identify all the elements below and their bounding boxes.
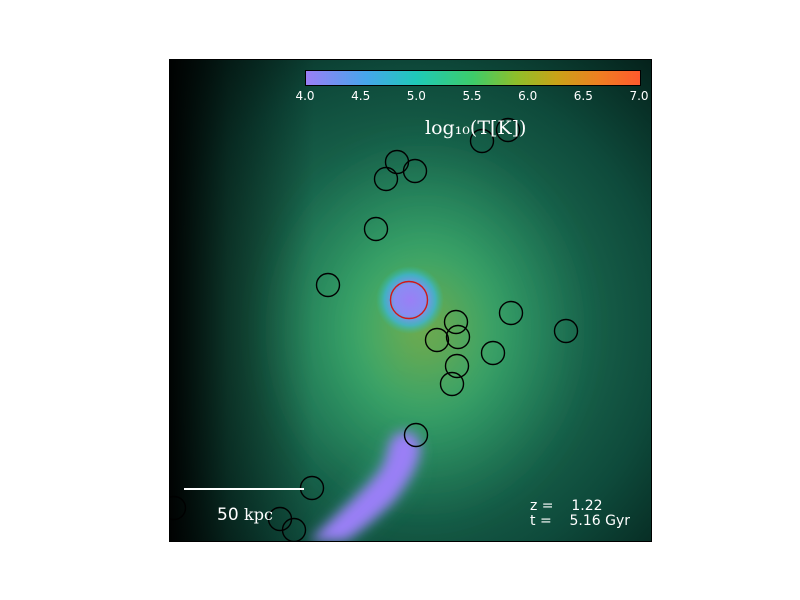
subhalo-marker xyxy=(444,353,470,379)
subhalo-marker xyxy=(403,422,429,448)
subhalo-marker xyxy=(445,324,471,350)
subhalo-marker xyxy=(439,371,465,397)
central-galaxy-core xyxy=(376,266,444,334)
subhalo-marker xyxy=(424,327,450,353)
subhalo-marker xyxy=(553,318,579,344)
scale-bar-label: 50 kpc xyxy=(217,505,273,525)
colorbar-tick: 6.0 xyxy=(518,89,538,103)
temperature-map-panel: 4.0 4.5 5.0 5.5 6.0 6.5 7.0 log₁₀(T[K]) … xyxy=(169,59,652,542)
time-value: 5.16 Gyr xyxy=(569,513,630,529)
subhalo-marker xyxy=(373,166,399,192)
subhalo-marker xyxy=(402,158,428,184)
subhalo-marker xyxy=(495,117,521,143)
scale-bar-value: 50 xyxy=(217,505,239,525)
subhalo-marker xyxy=(170,495,187,521)
colorbar-tick: 6.5 xyxy=(573,89,593,103)
colorbar-label: log₁₀(T[K]) xyxy=(425,117,527,139)
subhalo-marker xyxy=(443,309,469,335)
subhalo-marker xyxy=(469,128,495,154)
colorbar-tick: 5.5 xyxy=(462,89,482,103)
subhalo-markers xyxy=(170,117,579,541)
temperature-map xyxy=(170,60,651,541)
subhalo-marker xyxy=(498,300,524,326)
redshift-value: 1.22 xyxy=(571,498,603,514)
colorbar-tick: 4.5 xyxy=(351,89,371,103)
cold-gas-filament xyxy=(310,431,421,541)
scale-bar xyxy=(184,488,304,490)
subhalo-marker xyxy=(315,272,341,298)
colorbar-tick: 7.0 xyxy=(629,89,649,103)
colorbar-tick: 5.0 xyxy=(406,89,426,103)
colorbar-tick: 4.0 xyxy=(295,89,315,103)
scale-bar-unit: kpc xyxy=(244,505,273,524)
subhalo-marker xyxy=(363,216,389,242)
time-label: t = xyxy=(530,513,552,529)
subhalo-marker xyxy=(480,340,506,366)
main-halo-marker xyxy=(389,280,429,320)
redshift-readout: z = 1.22 xyxy=(530,498,603,514)
subhalo-marker xyxy=(281,517,307,541)
colorbar xyxy=(305,70,641,86)
redshift-label: z = xyxy=(530,498,554,514)
time-readout: t = 5.16 Gyr xyxy=(530,513,630,529)
